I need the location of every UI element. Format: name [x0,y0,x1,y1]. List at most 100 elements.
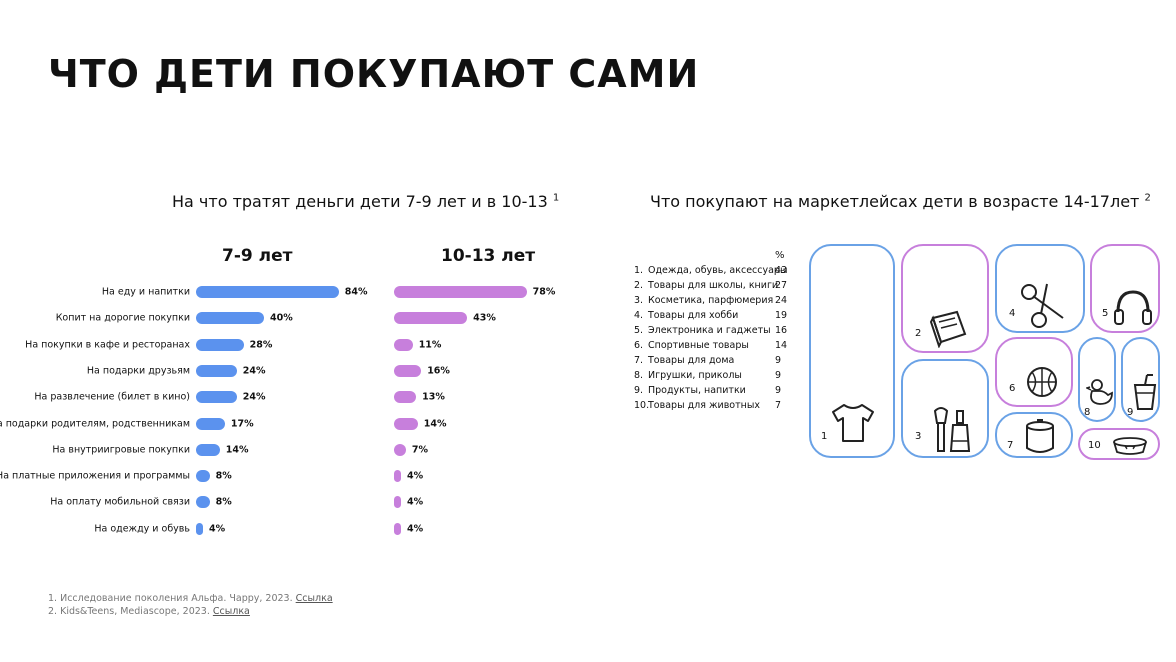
page-title: ЧТО ДЕТИ ПОКУПАЮТ САМИ [48,52,700,96]
list-item-value: 43 [775,265,788,276]
list-item-value: 19 [775,310,788,321]
list-item-label: Косметика, парфюмерия [648,295,774,306]
bar-10-13 [394,417,418,430]
data-label: 17% [230,418,254,429]
list-item-number: 10. [634,400,650,411]
data-label: 14% [423,418,447,429]
bar-10-13 [394,286,527,298]
list-item-value: 9 [775,385,782,396]
list-item-label: Электроника и гаджеты [648,325,771,336]
list-item-number: 3. [634,295,644,306]
list-item-label: Спортивные товары [648,340,749,351]
marketplace-list: 1. Одежда, обувь, аксессуары 43 2. Товары дл… [634,265,794,415]
category-label: На платные приложения и программы [0,470,190,482]
list-item-label: Товары для животных [648,400,760,411]
tile-clothing: 1 [809,244,895,458]
bar-10-13 [394,391,417,404]
footnote-1: 1. Исследование поколения Альфа. Чарру, … [48,593,333,604]
book-icon [929,310,967,348]
list-item: 2. Товары для школы, книги 27 [634,280,794,295]
category-label: На подарки родителям, родственникам [0,418,190,429]
category-label: На развлечение (билет в кино) [34,391,190,403]
bar-10-13 [394,470,401,483]
bar-7-9 [196,312,264,325]
footnote-2-link[interactable]: Ссылка [212,606,250,617]
list-item: 1. Одежда, обувь, аксессуары 43 [634,265,794,280]
data-label: 4% [209,523,226,535]
bar-10-13 [394,496,401,509]
data-label: 24% [242,391,266,403]
category-label: На еду и напитки [101,286,190,298]
right-section-title: Что покупают на маркетлейсах дети в возр… [650,192,1151,211]
list-item-label: Товары для хобби [648,310,739,321]
list-item-value: 27 [775,280,788,291]
data-label: 13% [422,391,445,403]
tile-pet-goods: 10 [1078,428,1160,460]
data-label: 84% [344,286,368,298]
list-item-label: Товары для школы, книги [648,280,779,291]
bar-10-13 [394,312,468,325]
category-label: На внутриигровые покупки [52,444,190,456]
category-label: На подарки друзьям [86,365,190,377]
bar-10-13 [394,522,401,535]
list-item-number: 5. [634,325,644,336]
list-item-number: 8. [634,370,644,381]
pet-bowl-icon [1113,437,1147,455]
list-item: 5. Электроника и гаджеты 16 [634,325,794,340]
footnotes: 1. Исследование поколения Альфа. Чарру, … [48,592,333,618]
bar-7-9 [196,364,237,377]
list-item: 8. Игрушки, приколы 9 [634,370,794,385]
tile-electronics: 5 [1090,244,1160,333]
left-chart-title: На что тратят деньги дети 7-9 лет и в 10… [172,192,560,211]
tshirt-icon [832,404,874,442]
list-item: 10. Товары для животных 7 [634,400,794,415]
data-label: 40% [270,312,293,324]
drink-icon [1133,374,1157,410]
category-label: Копит на дорогие покупки [55,312,190,324]
list-item-number: 7. [634,355,644,366]
bar-7-9 [196,522,203,535]
list-item-label: Товары для дома [648,355,735,366]
footnote-1-link[interactable]: Ссылка [295,593,333,604]
bar-7-9 [196,338,244,351]
list-item-number: 9. [634,385,644,396]
bar-7-9 [196,496,210,509]
list-item: 3. Косметика, парфюмерия 24 [634,295,794,310]
data-label: 7% [411,444,429,456]
list-item-value: 9 [775,370,782,381]
list-item-value: 7 [775,400,782,411]
data-label: 78% [532,286,556,298]
data-label: 4% [407,496,424,508]
bar-10-13 [394,338,413,351]
tile-school-books: 2 [901,244,989,353]
bar-7-9 [196,391,237,404]
data-label: 43% [473,312,496,324]
headphones-icon [1114,290,1152,325]
category-label: На покупки в кафе и ресторанах [25,339,190,351]
tile-food-drinks: 9 [1121,337,1160,422]
list-item-number: 1. [634,265,644,276]
percent-header: % [775,250,785,261]
data-label: 28% [249,339,273,351]
footnote-ref-1: 1 [552,192,560,204]
data-label: 8% [215,470,232,482]
bar-7-9 [196,417,225,430]
tile-sports: 6 [995,337,1073,407]
data-label: 8% [215,496,232,508]
ball-icon [1027,367,1057,397]
duck-icon [1086,379,1113,405]
bar-10-13 [394,364,422,377]
tile-toys: 8 [1078,337,1116,422]
data-label: 4% [407,523,424,535]
list-item-number: 2. [634,280,644,291]
data-label: 14% [225,444,249,456]
bar-10-13 [394,443,406,456]
list-item-value: 16 [775,325,788,336]
list-item-value: 24 [775,295,788,306]
series-title-7-9: 7-9 лет [222,246,293,266]
cosmetics-icon [933,407,971,452]
scissors-icon [1021,283,1064,328]
data-label: 4% [407,470,424,482]
list-item-number: 6. [634,340,644,351]
list-item: 4. Товары для хобби 19 [634,310,794,325]
